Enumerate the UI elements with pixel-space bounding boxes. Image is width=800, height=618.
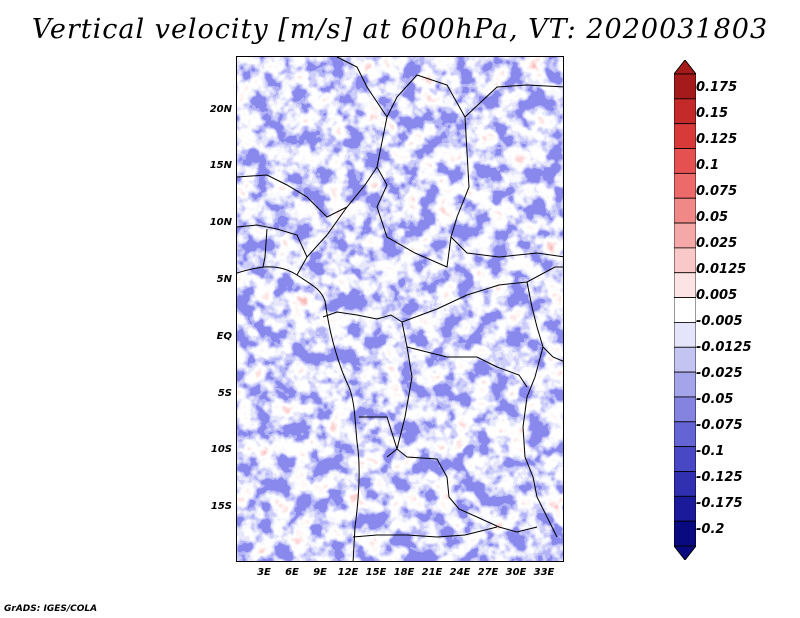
lon-label-18e: 18E	[393, 567, 415, 578]
colorbar-label: 0.0125	[696, 262, 747, 277]
colorbar-segment	[674, 73, 696, 100]
grads-credit: GrADS: IGES/COLA	[4, 604, 98, 614]
colorbar-label: -0.125	[696, 470, 743, 485]
colorbar-label: -0.075	[696, 418, 743, 433]
colorbar-label: 0.1	[696, 158, 720, 173]
colorbar	[674, 60, 696, 560]
lon-label-15e: 15E	[365, 567, 387, 578]
colorbar-segment	[674, 197, 696, 224]
colorbar-segment	[674, 446, 696, 472]
colorbar-segment	[674, 520, 696, 547]
lat-label-eq: EQ	[216, 331, 232, 342]
lon-label-24e: 24E	[449, 567, 471, 578]
colorbar-segment	[674, 297, 696, 323]
lat-label-10n: 10N	[209, 217, 232, 228]
colorbar-segment	[674, 346, 696, 373]
colorbar-label: 0.125	[696, 132, 738, 147]
lon-label-3e: 3E	[257, 567, 271, 578]
lat-label-5s: 5S	[217, 388, 232, 399]
lat-label-5n: 5N	[216, 274, 232, 285]
map-plot-area	[236, 56, 564, 562]
colorbar-label: 0.025	[696, 236, 738, 251]
chart-title: Vertical velocity [m/s] at 600hPa, VT: 2…	[31, 14, 769, 45]
lat-label-10s: 10S	[210, 444, 232, 455]
colorbar-segment	[674, 98, 696, 125]
colorbar-label: 0.15	[696, 106, 729, 121]
colorbar-arrow-top	[674, 60, 696, 75]
velocity-shading	[237, 57, 563, 561]
colorbar-label: 0.005	[696, 288, 738, 303]
colorbar-label: -0.2	[696, 522, 725, 537]
lon-label-12e: 12E	[337, 567, 359, 578]
lon-label-21e: 21E	[421, 567, 443, 578]
lon-label-6e: 6E	[285, 567, 299, 578]
lon-label-33e: 33E	[533, 567, 555, 578]
lon-label-9e: 9E	[313, 567, 327, 578]
colorbar-segment	[674, 272, 696, 298]
colorbar-label: -0.005	[696, 314, 743, 329]
colorbar-segment	[674, 322, 696, 348]
colorbar-label: -0.05	[696, 392, 734, 407]
colorbar-segment	[674, 247, 696, 274]
colorbar-label: -0.1	[696, 444, 725, 459]
colorbar-label: -0.0125	[696, 340, 752, 355]
lat-label-20n: 20N	[209, 104, 232, 115]
colorbar-segment	[674, 222, 696, 249]
lat-label-15s: 15S	[210, 501, 232, 512]
colorbar-segment	[674, 471, 696, 497]
colorbar-segment	[674, 396, 696, 423]
colorbar-arrow-bottom	[674, 545, 696, 560]
lon-label-27e: 27E	[477, 567, 499, 578]
colorbar-segment	[674, 421, 696, 448]
lat-label-15n: 15N	[209, 160, 232, 171]
colorbar-segment	[674, 123, 696, 149]
colorbar-label: 0.05	[696, 210, 729, 225]
country-borders	[237, 57, 563, 561]
colorbar-segment	[674, 495, 696, 522]
colorbar-segment	[674, 172, 696, 199]
lon-label-30e: 30E	[505, 567, 527, 578]
colorbar-label: -0.175	[696, 496, 743, 511]
colorbar-label: 0.175	[696, 80, 738, 95]
colorbar-segment	[674, 148, 696, 174]
colorbar-label: -0.025	[696, 366, 743, 381]
colorbar-label: 0.075	[696, 184, 738, 199]
colorbar-segment	[674, 371, 696, 398]
velocity-field	[237, 57, 563, 561]
